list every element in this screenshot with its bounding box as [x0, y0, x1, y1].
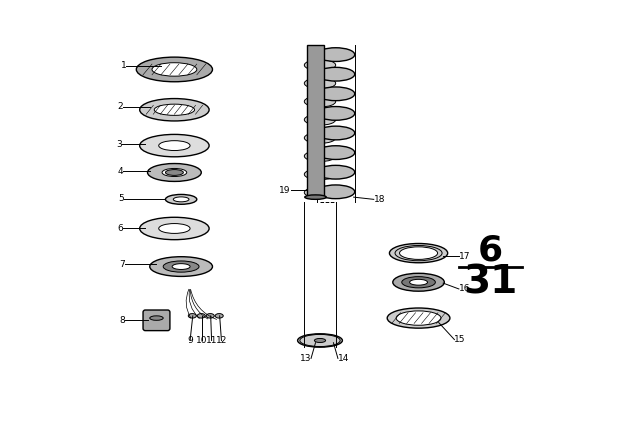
- Ellipse shape: [173, 197, 189, 202]
- Text: 6: 6: [117, 224, 123, 233]
- Ellipse shape: [317, 67, 355, 81]
- Text: 12: 12: [216, 336, 227, 345]
- Ellipse shape: [165, 170, 184, 176]
- Text: 15: 15: [454, 335, 466, 344]
- Ellipse shape: [396, 311, 441, 325]
- Ellipse shape: [304, 187, 336, 198]
- Ellipse shape: [304, 96, 336, 107]
- Ellipse shape: [304, 114, 336, 125]
- Text: 17: 17: [459, 252, 470, 261]
- Ellipse shape: [136, 57, 212, 82]
- Ellipse shape: [317, 165, 355, 179]
- Ellipse shape: [387, 308, 450, 328]
- Ellipse shape: [140, 99, 209, 121]
- Ellipse shape: [163, 261, 199, 272]
- Text: 4: 4: [117, 167, 123, 176]
- Ellipse shape: [317, 87, 355, 101]
- Ellipse shape: [206, 314, 214, 318]
- Text: 31: 31: [463, 263, 517, 301]
- Ellipse shape: [304, 133, 336, 143]
- Text: 18: 18: [374, 195, 385, 204]
- Ellipse shape: [393, 273, 444, 291]
- Text: 16: 16: [459, 284, 470, 293]
- Ellipse shape: [389, 244, 448, 263]
- Ellipse shape: [148, 164, 201, 181]
- Ellipse shape: [165, 194, 197, 204]
- Ellipse shape: [304, 60, 336, 70]
- Ellipse shape: [152, 63, 197, 76]
- Ellipse shape: [197, 314, 205, 318]
- Ellipse shape: [317, 126, 355, 140]
- Text: 2: 2: [117, 102, 123, 111]
- FancyBboxPatch shape: [143, 310, 170, 331]
- Ellipse shape: [150, 257, 212, 276]
- Ellipse shape: [215, 314, 223, 318]
- Ellipse shape: [159, 141, 190, 151]
- Ellipse shape: [154, 104, 195, 116]
- Text: 3: 3: [116, 140, 122, 149]
- Ellipse shape: [317, 146, 355, 159]
- Text: 13: 13: [300, 354, 311, 363]
- Ellipse shape: [317, 185, 355, 198]
- Ellipse shape: [140, 134, 209, 157]
- Text: 7: 7: [120, 260, 125, 269]
- Text: 8: 8: [120, 316, 125, 325]
- Ellipse shape: [162, 168, 187, 177]
- Ellipse shape: [150, 316, 163, 320]
- Ellipse shape: [298, 334, 342, 347]
- Ellipse shape: [399, 247, 438, 259]
- Ellipse shape: [317, 48, 355, 61]
- Ellipse shape: [410, 280, 428, 285]
- Ellipse shape: [304, 169, 336, 180]
- Text: 14: 14: [338, 354, 349, 363]
- Text: 6: 6: [477, 234, 503, 268]
- Bar: [307, 45, 324, 197]
- Text: 5: 5: [118, 194, 124, 203]
- Ellipse shape: [159, 224, 190, 233]
- Ellipse shape: [188, 314, 196, 318]
- Text: 9: 9: [188, 336, 193, 345]
- Text: 19: 19: [280, 186, 291, 195]
- Text: 10: 10: [196, 336, 207, 345]
- Ellipse shape: [140, 217, 209, 240]
- Ellipse shape: [304, 78, 336, 89]
- Ellipse shape: [304, 151, 336, 162]
- Ellipse shape: [402, 277, 435, 288]
- Text: 1: 1: [121, 61, 127, 70]
- Ellipse shape: [317, 107, 355, 120]
- Text: 11: 11: [206, 336, 218, 345]
- Ellipse shape: [314, 339, 326, 343]
- Ellipse shape: [305, 195, 326, 199]
- Ellipse shape: [172, 263, 190, 270]
